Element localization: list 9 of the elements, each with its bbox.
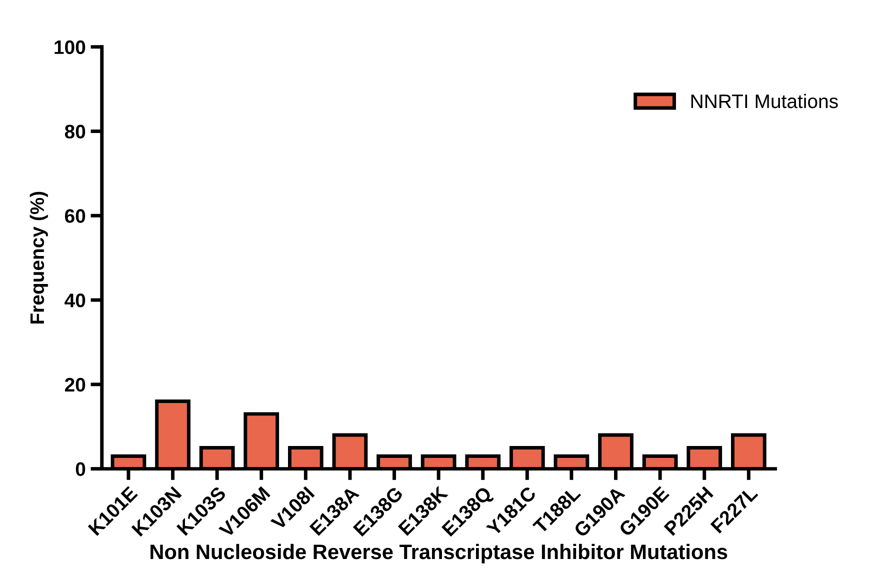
y-tick-label: 80 <box>64 124 86 138</box>
y-axis-title: Frequency (%) <box>30 192 48 324</box>
y-tick-label: 100 <box>54 40 86 54</box>
x-axis-title: Non Nucleoside Reverse Transcriptase Inhibitor Mutations <box>150 544 728 564</box>
legend-label: NNRTI Mutations <box>691 94 838 108</box>
y-tick-label: 60 <box>65 209 86 223</box>
y-tick-label: 20 <box>64 378 86 392</box>
y-tick-label: 0 <box>76 462 86 476</box>
y-tick-label: 40 <box>64 294 86 308</box>
